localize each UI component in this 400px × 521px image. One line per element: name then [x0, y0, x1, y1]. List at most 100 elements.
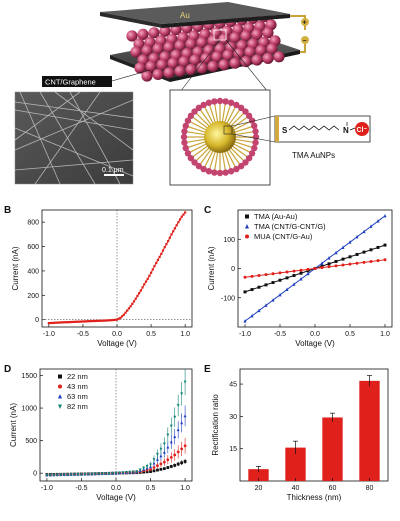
data-point — [383, 243, 387, 247]
sulfur-atom: S — [282, 126, 288, 135]
data-point — [146, 277, 149, 280]
data-point — [149, 463, 152, 467]
stack-nanoparticle — [134, 62, 146, 74]
data-point — [176, 462, 180, 466]
y-tick-label: 500 — [25, 438, 37, 445]
data-point — [313, 267, 317, 270]
ligand-chain — [204, 106, 215, 125]
data-point — [80, 320, 83, 323]
ligand-chain — [229, 112, 245, 128]
data-point — [45, 473, 49, 478]
data-point — [159, 454, 163, 458]
data-point — [320, 261, 324, 265]
data-point — [183, 444, 187, 448]
ligand-chain — [192, 144, 210, 158]
stack-nanoparticle — [244, 46, 256, 58]
nanotube-fiber — [54, 91, 134, 151]
data-point — [184, 211, 187, 214]
data-point — [114, 471, 118, 476]
ligand-head — [252, 133, 260, 141]
data-point — [162, 467, 166, 471]
data-point — [257, 308, 261, 313]
data-point — [69, 473, 73, 477]
data-point — [369, 259, 373, 263]
data-point — [158, 255, 161, 259]
stack-nanoparticle — [229, 57, 241, 69]
stack-nanoparticle — [207, 60, 219, 72]
ligand-head — [181, 139, 188, 146]
panel-c: C -1.0 -0.5 0.0 0.5 1.0 -100 0 100 Voltage (V) Cur… — [200, 200, 400, 360]
legend-label: 43 nm — [67, 382, 88, 391]
data-point — [299, 271, 303, 275]
nanotube-fiber — [69, 91, 121, 185]
data-point — [271, 298, 275, 302]
ligand-chain — [186, 138, 207, 143]
data-point — [121, 315, 124, 318]
data-point — [83, 472, 87, 477]
ligand-head — [242, 159, 249, 166]
data-point — [124, 311, 127, 314]
data-point — [73, 320, 76, 323]
stack-nanoparticle — [156, 59, 168, 71]
ligand-head — [252, 128, 259, 135]
y-tick-label: 400 — [27, 268, 39, 275]
nanotube-fiber — [14, 109, 134, 131]
data-point — [257, 274, 261, 278]
stack-nanoparticle — [196, 36, 208, 49]
data-point — [170, 233, 173, 236]
data-point — [243, 275, 247, 279]
x-tick-label: 0.0 — [310, 331, 320, 338]
panel-letter: D — [4, 364, 11, 375]
bar — [322, 417, 343, 481]
data-point — [285, 287, 289, 292]
data-point — [245, 224, 249, 229]
ligand-chain — [227, 109, 241, 127]
data-point — [320, 266, 324, 270]
molecule-caption: TMA AuNPs — [292, 151, 335, 160]
data-point — [156, 464, 159, 468]
data-point — [245, 214, 249, 219]
ligand-chain — [208, 104, 217, 124]
minus-terminal-icon — [301, 36, 309, 44]
data-point — [110, 319, 113, 322]
chart-c: C -1.0 -0.5 0.0 0.5 1.0 -100 0 100 Voltage (V) Cur… — [204, 205, 393, 348]
data-point — [355, 252, 359, 256]
x-tick-label: -0.5 — [274, 331, 286, 338]
ligand-chain — [230, 116, 248, 130]
stack-nanoparticle — [185, 64, 197, 76]
x-tick-label: 1.0 — [380, 331, 390, 338]
data-point — [112, 318, 115, 322]
top-electrode-plate — [100, 2, 290, 24]
chloride-label: Cl⁻ — [357, 127, 368, 134]
data-point — [278, 292, 282, 297]
data-point — [66, 473, 70, 477]
data-point — [183, 413, 187, 418]
data-point — [52, 321, 56, 324]
stack-nanoparticle — [255, 44, 267, 57]
data-point — [243, 290, 247, 294]
data-point — [182, 213, 185, 216]
data-point — [122, 313, 125, 316]
data-point — [151, 268, 154, 271]
data-point — [132, 300, 136, 303]
legend-label: TMA (CNT/G-CNT/G) — [254, 222, 326, 231]
data-point — [95, 319, 98, 323]
ligand-chain — [186, 131, 207, 136]
ligand-chain — [214, 150, 219, 171]
data-point — [383, 258, 387, 262]
data-point — [180, 420, 184, 425]
ligand-chain — [189, 121, 208, 132]
data-point — [271, 272, 275, 276]
data-point — [68, 321, 71, 324]
y-tick-label: 200 — [27, 293, 39, 300]
ligand-chain — [214, 103, 219, 124]
y-tick-label: 0 — [35, 317, 39, 324]
data-point — [138, 468, 142, 472]
data-point — [121, 471, 125, 475]
data-point — [141, 286, 144, 289]
data-point — [131, 470, 135, 474]
x-tick-label: -0.5 — [75, 485, 87, 492]
data-point — [292, 269, 296, 273]
data-point — [355, 261, 359, 265]
y-axis-label: Current (nA) — [9, 403, 18, 447]
